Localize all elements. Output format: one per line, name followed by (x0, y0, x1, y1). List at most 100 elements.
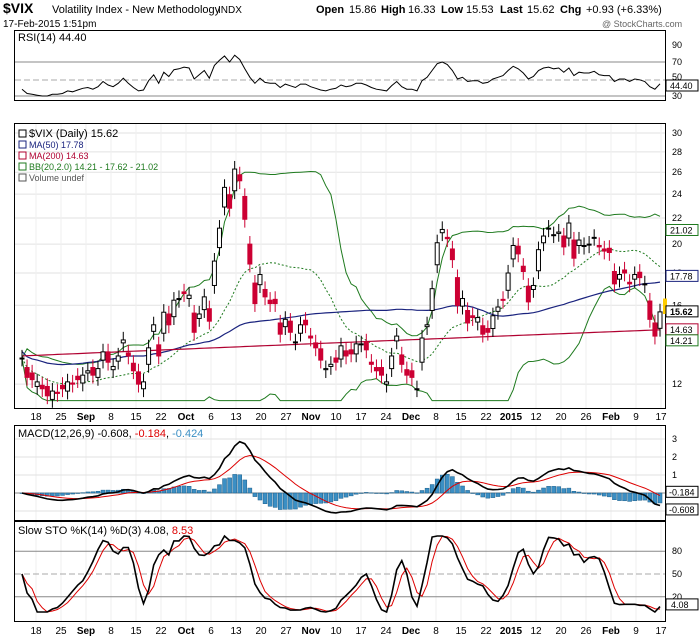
x-tick-label: 15 (455, 626, 467, 637)
candle-body (515, 245, 521, 255)
rsi-line (21, 54, 661, 97)
macd-histogram-bar (521, 487, 526, 494)
macd-histogram-bar (338, 492, 344, 499)
x-tick-label: 24 (380, 626, 392, 637)
candle-body (277, 322, 283, 335)
candle-body (611, 270, 617, 285)
legend-swatch (18, 162, 27, 171)
macd-histogram-bar (247, 487, 253, 494)
candle-body (333, 357, 339, 363)
candle-body (95, 368, 101, 378)
candle-body (591, 236, 597, 239)
macd-histogram-bar (460, 485, 465, 494)
sto-label: Slow STO %K(14) %D(3) 4.08, 8.53 (18, 525, 193, 537)
candle-body (125, 352, 131, 357)
macd-histogram-bar (379, 492, 384, 494)
price-tick-label: 20 (672, 239, 682, 249)
macd-histogram-bar (541, 487, 546, 494)
candle-body (581, 245, 587, 248)
rsi-tick-70: 70 (672, 57, 682, 67)
x-tick-label: Nov (302, 412, 321, 423)
candle-body (379, 367, 385, 376)
macd-histogram-bar (414, 492, 420, 494)
macd-histogram-bar (257, 492, 263, 501)
sto-panel-frame (14, 521, 666, 622)
macd-histogram-bar (70, 492, 75, 495)
candle-body (480, 325, 486, 335)
macd-tick-label: 1 (672, 470, 677, 480)
macd-histogram-bar (186, 486, 192, 494)
macd-histogram-bar (191, 489, 197, 494)
candle-body (120, 339, 126, 344)
legend-swatch (18, 173, 27, 182)
candle-body (616, 274, 622, 280)
candle-body (110, 365, 116, 371)
candle-body (510, 245, 516, 260)
candle-body (292, 341, 298, 344)
x-tick-label: 20 (255, 412, 267, 423)
macd-histogram-bar (333, 492, 339, 501)
macd-histogram-bar (252, 492, 258, 497)
legend-entry: BB(20,2.0) 14.21 - 17.62 - 21.02 (29, 162, 158, 172)
x-tick-label: 22 (480, 412, 492, 423)
macd-histogram-bar (55, 492, 60, 497)
macd-histogram-bar (581, 492, 587, 494)
price-tick-label: 30 (672, 128, 682, 138)
candle-body (166, 313, 172, 326)
price-value-box (665, 334, 699, 347)
x-tick-label: 27 (280, 412, 292, 423)
x-tick-label: 8 (108, 626, 114, 637)
sto-tick-label: 50 (672, 569, 682, 579)
exchange: INDX (218, 5, 242, 16)
macd-histogram-bar (364, 492, 369, 494)
macd-histogram-bar (632, 492, 637, 502)
chg-label: Chg (560, 4, 581, 16)
x-tick-label: 15 (130, 412, 142, 423)
price-tick-labels: 302826242220181612 (672, 128, 682, 389)
candle-body (394, 335, 400, 342)
x-tick-label: Dec (402, 412, 421, 423)
macd-histogram-bar (424, 487, 430, 494)
macd-histogram-bar (222, 478, 227, 494)
macd-histogram-bar (505, 492, 511, 494)
macd-histogram-bar (404, 491, 410, 494)
macd-histogram-bar (212, 488, 217, 494)
candle-body (622, 269, 628, 274)
macd-histogram-bar (100, 489, 106, 494)
open-label: Open (316, 4, 344, 16)
candle-body (135, 371, 141, 385)
candle-body (657, 311, 663, 329)
candle-body (637, 271, 643, 279)
macd-label-signal: -0.184 (135, 428, 166, 440)
x-tick-label: 18 (30, 412, 42, 423)
macd-histogram-bar (490, 492, 496, 498)
x-tick-label: 12 (530, 412, 542, 423)
macd-tick-label: 3 (672, 434, 677, 444)
candle-body (490, 315, 496, 330)
candle-body (439, 228, 445, 234)
candle-body (242, 195, 248, 220)
x-tick-label: 15 (455, 412, 467, 423)
candle-body (201, 296, 207, 311)
legend-entry: MA(200) 14.63 (29, 151, 89, 161)
candle-body (49, 390, 55, 400)
macd-histogram-bar (288, 492, 293, 510)
macd-histogram-bar (277, 492, 283, 510)
candle-body (399, 354, 405, 365)
macd-histogram-bar (531, 491, 536, 494)
macd-histogram-bar (207, 491, 212, 494)
bollinger-lower-line (21, 285, 661, 402)
candle-body (424, 324, 430, 328)
macd-histogram-bar (657, 492, 663, 504)
candle-body (500, 298, 506, 301)
chg-value: +0.93 (+6.33%) (586, 4, 662, 16)
macd-histogram-bar (196, 490, 202, 494)
legend-swatch (18, 129, 27, 138)
macd-histogram-bar (627, 492, 632, 502)
candle-body (44, 385, 50, 397)
macd-histogram-bar (181, 485, 187, 494)
candle-body (627, 281, 633, 285)
macd-histogram-bar (470, 492, 475, 494)
